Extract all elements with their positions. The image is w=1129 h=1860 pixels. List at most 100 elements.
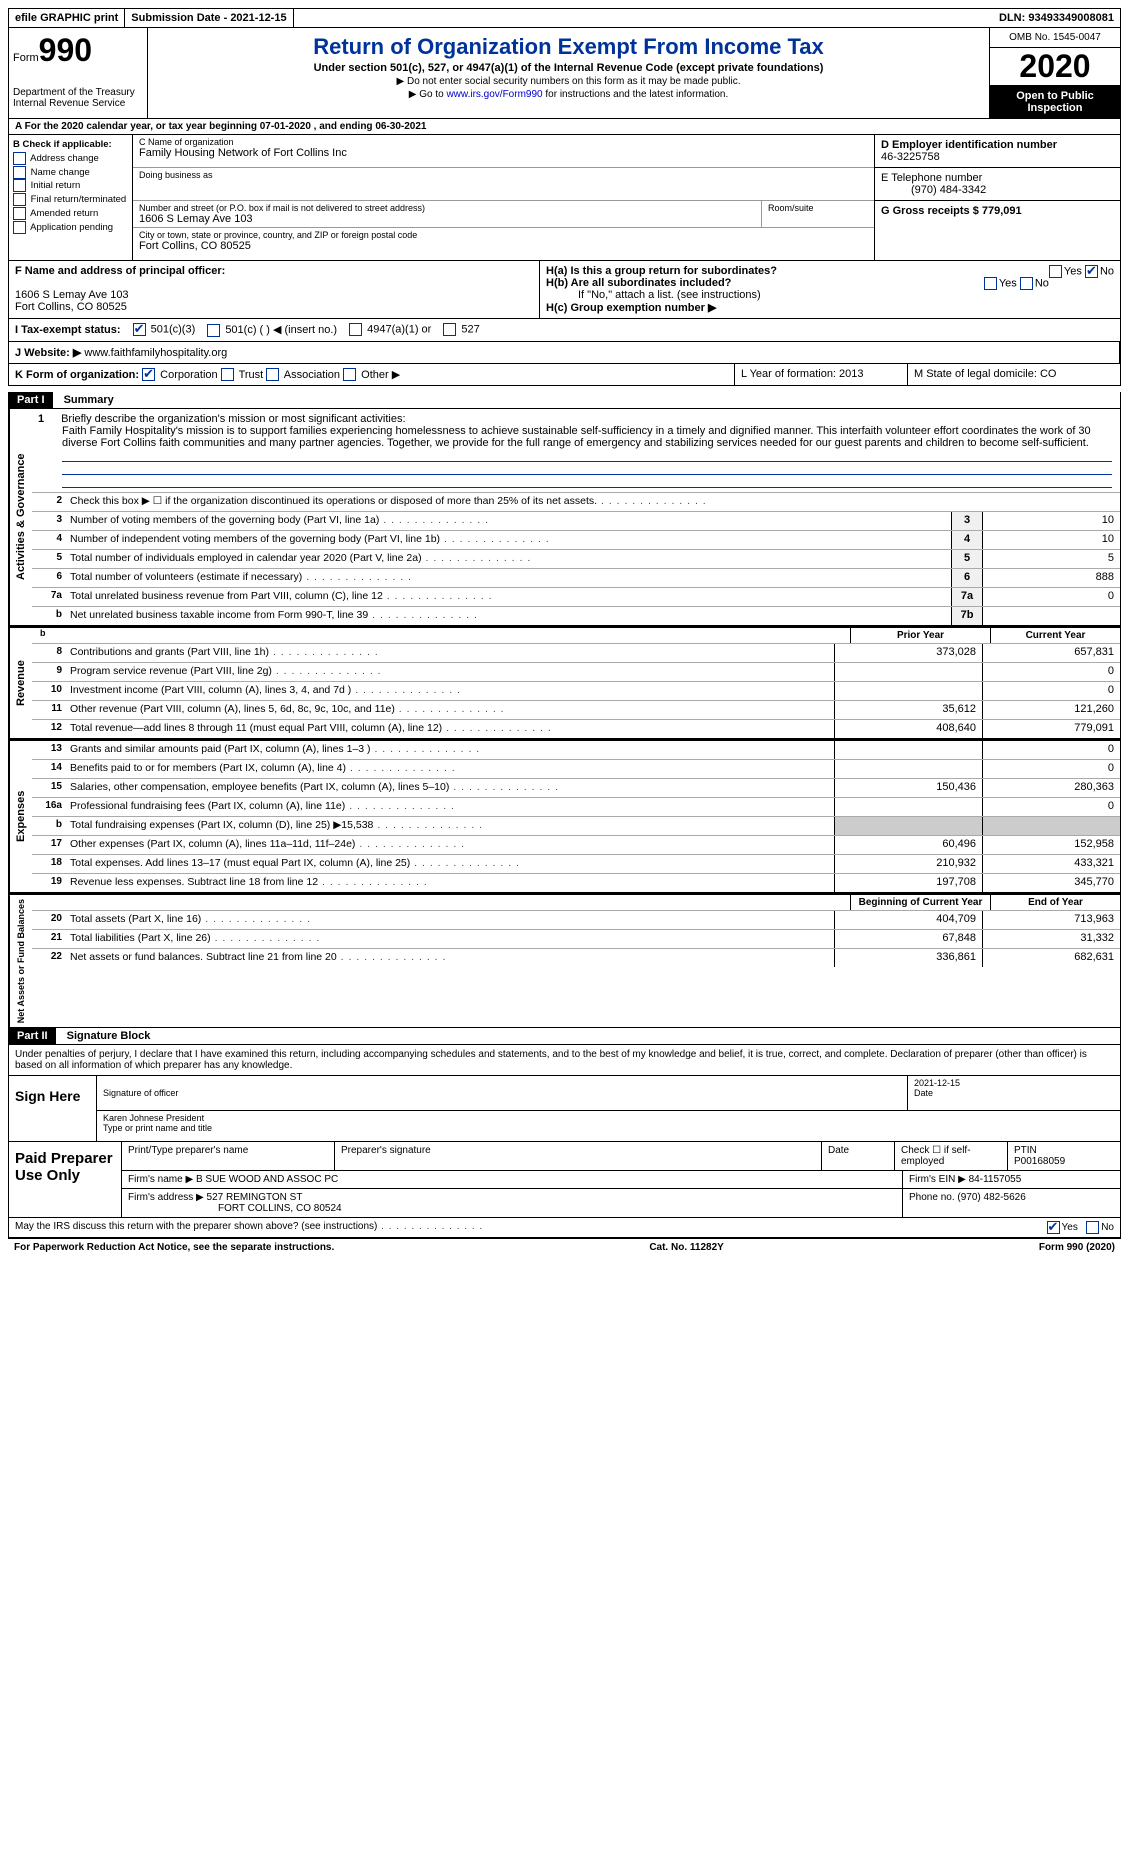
line-num: 5 [32,550,66,568]
opt-527: 527 [461,324,479,336]
line-current: 0 [982,798,1120,816]
cbx-trust[interactable] [221,368,234,381]
i-label: I Tax-exempt status: [15,324,121,336]
cbx-4947[interactable] [349,323,362,336]
sign-here-block: Sign Here Signature of officer 2021-12-1… [8,1076,1121,1142]
cbx-527[interactable] [443,323,456,336]
line-prior: 404,709 [834,911,982,929]
line-current: 0 [982,760,1120,778]
hb-yes[interactable] [984,277,997,290]
firm-ein-label: Firm's EIN ▶ [909,1174,966,1185]
line-current [982,817,1120,835]
summary-line: 19Revenue less expenses. Subtract line 1… [32,874,1120,892]
opt-501c: 501(c) ( ) ◀ (insert no.) [225,324,337,336]
line-prior [834,682,982,700]
checkbox-address-change[interactable] [13,152,26,165]
line-prior: 336,861 [834,949,982,967]
cbx-501c3[interactable] [133,323,146,336]
officer-addr1: 1606 S Lemay Ave 103 [15,289,129,301]
form-number: 990 [39,32,92,68]
line-num: 17 [32,836,66,854]
sig-officer-label: Signature of officer [103,1088,178,1098]
line1-num: 1 [38,413,58,425]
part2-bar: Part II Signature Block [8,1028,1121,1045]
line-desc: Other revenue (Part VIII, column (A), li… [66,701,834,719]
summary-line: 3Number of voting members of the governi… [32,512,1120,531]
line-prior: 67,848 [834,930,982,948]
checkbox-final-return[interactable] [13,193,26,206]
opt-amended-return: Amended return [30,208,98,219]
line-desc: Investment income (Part VIII, column (A)… [66,682,834,700]
summary-line: 13Grants and similar amounts paid (Part … [32,741,1120,760]
form-header: Form990 Department of the Treasury Inter… [8,28,1121,119]
city-label: City or town, state or province, country… [139,230,868,240]
top-bar: efile GRAPHIC print Submission Date - 20… [8,8,1121,28]
org-name: Family Housing Network of Fort Collins I… [139,147,868,159]
instructions-link[interactable]: www.irs.gov/Form990 [446,89,542,100]
paperwork-notice: For Paperwork Reduction Act Notice, see … [14,1242,334,1253]
k-label: K Form of organization: [15,369,139,381]
line-num: 13 [32,741,66,759]
rule-line [62,462,1112,475]
summary-line: 10Investment income (Part VIII, column (… [32,682,1120,701]
dba-label: Doing business as [139,170,868,180]
signature-declaration: Under penalties of perjury, I declare th… [8,1045,1121,1076]
summary-line: 12Total revenue—add lines 8 through 11 (… [32,720,1120,738]
org-form-row: K Form of organization: Corporation Trus… [8,364,1121,387]
line-value: 10 [982,531,1120,549]
line-desc: Total assets (Part X, line 16) [66,911,834,929]
discuss-yes[interactable] [1047,1221,1060,1234]
instructions-note: ▶ Go to www.irs.gov/Form990 for instruct… [156,89,981,100]
summary-line: 2Check this box ▶ ☐ if the organization … [32,493,1120,512]
checkbox-application-pending[interactable] [13,221,26,234]
note2-post: for instructions and the latest informat… [543,89,729,100]
summary-line: 22Net assets or fund balances. Subtract … [32,949,1120,967]
line-desc: Professional fundraising fees (Part IX, … [66,798,834,816]
line-desc: Number of independent voting members of … [66,531,951,549]
line-num: 20 [32,911,66,929]
line-value: 10 [982,512,1120,530]
line-desc: Revenue less expenses. Subtract line 18 … [66,874,834,892]
discuss-row: May the IRS discuss this return with the… [8,1218,1121,1238]
firm-ein-value: 84-1157055 [969,1174,1022,1185]
hb-no[interactable] [1020,277,1033,290]
firm-addr1: 527 REMINGTON ST [207,1192,303,1203]
checkbox-amended-return[interactable] [13,207,26,220]
vtab-net-assets: Net Assets or Fund Balances [9,895,32,1027]
ssn-note: ▶ Do not enter social security numbers o… [156,76,981,87]
line-desc: Total liabilities (Part X, line 26) [66,930,834,948]
line-num: 21 [32,930,66,948]
prep-sig-label: Preparer's signature [335,1142,822,1170]
line-num: 6 [32,569,66,587]
ha-yes[interactable] [1049,265,1062,278]
discuss-text: May the IRS discuss this return with the… [15,1221,483,1234]
cbx-other[interactable] [343,368,356,381]
line-desc: Salaries, other compensation, employee b… [66,779,834,797]
hb-label: H(b) Are all subordinates included? [546,277,731,289]
tax-exempt-row: I Tax-exempt status: 501(c)(3) 501(c) ( … [8,319,1121,342]
phone-label: E Telephone number [881,172,982,184]
cbx-assoc[interactable] [266,368,279,381]
checkbox-initial-return[interactable] [13,179,26,192]
line-num: 19 [32,874,66,892]
line-prior [834,798,982,816]
discuss-no[interactable] [1086,1221,1099,1234]
org-name-label: C Name of organization [139,137,868,147]
tax-year: 2020 [990,48,1120,86]
line-num: 16a [32,798,66,816]
line-prior: 408,640 [834,720,982,738]
street-address: 1606 S Lemay Ave 103 [139,213,755,225]
line-desc: Total expenses. Add lines 13–17 (must eq… [66,855,834,873]
sig-date-value: 2021-12-15 [914,1078,960,1088]
checkbox-name-change[interactable] [13,166,26,179]
cbx-corp[interactable] [142,368,155,381]
firm-addr-label: Firm's address ▶ [128,1192,204,1203]
summary-line: 8Contributions and grants (Part VIII, li… [32,644,1120,663]
col-beginning-year: Beginning of Current Year [850,895,990,910]
firm-phone-label: Phone no. [909,1192,955,1203]
firm-addr2: FORT COLLINS, CO 80524 [128,1203,342,1214]
cbx-501c[interactable] [207,324,220,337]
line-current: 682,631 [982,949,1120,967]
ha-no[interactable] [1085,265,1098,278]
line-desc: Total number of volunteers (estimate if … [66,569,951,587]
